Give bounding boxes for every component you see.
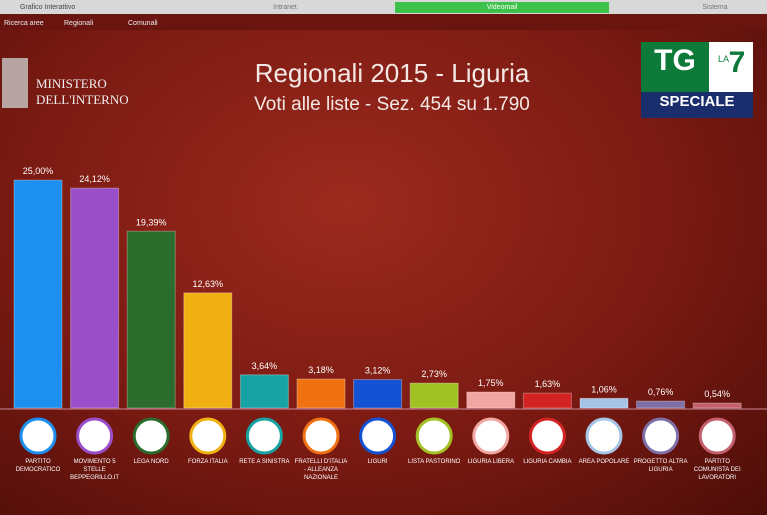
- value-label: 1,63%: [535, 379, 561, 389]
- party-logo: [76, 417, 114, 455]
- x-tick-label: LISTA PASTORINO: [408, 459, 461, 465]
- menu-bar: [0, 14, 767, 30]
- badge-text: TG: [654, 44, 696, 77]
- logo-emblem: [2, 58, 28, 108]
- party-logo: [528, 417, 566, 455]
- x-tick-label: PARTITO DEMOCRATICO: [15, 459, 61, 473]
- tab[interactable]: Grafico Interattivo: [20, 4, 75, 11]
- value-label: 0,54%: [704, 389, 730, 399]
- party-logo: [19, 417, 57, 455]
- bar: [239, 374, 289, 409]
- badge-la7: [709, 42, 753, 92]
- toolbar: [0, 0, 767, 14]
- badge-text: 7: [729, 46, 746, 79]
- menu-item[interactable]: Regionali: [64, 20, 94, 27]
- party-logo: [472, 417, 510, 455]
- x-tick-label: AREA POPOLARE: [578, 459, 630, 465]
- bar: [466, 391, 516, 409]
- bar: [296, 378, 346, 409]
- value-label: 2,73%: [421, 369, 447, 379]
- value-label: 1,75%: [478, 378, 504, 388]
- x-tick-label: LIGURIA CAMBIA: [523, 459, 572, 465]
- party-logo: [132, 417, 170, 455]
- bar: [636, 400, 686, 409]
- badge-tg: [641, 42, 709, 92]
- value-label: 19,39%: [136, 217, 167, 227]
- x-tick-label: PARTITO COMUNISTA DEI LAVORATORI: [693, 459, 741, 481]
- x-tick-label: RETE A SINISTRA: [239, 459, 290, 465]
- value-label: 0,76%: [648, 387, 674, 397]
- badge-text: SPECIALE: [659, 93, 734, 110]
- logo-text: MINISTERO: [36, 76, 107, 91]
- bar: [409, 382, 459, 409]
- x-tick-label: PROGETTO ALTRA LIGURIA: [633, 459, 688, 473]
- tab[interactable]: Sistema: [702, 4, 727, 11]
- bar: [353, 379, 403, 409]
- party-logo: [189, 417, 227, 455]
- chart-title: Regionali 2015 - Liguria: [255, 58, 530, 88]
- party-logo: [245, 417, 283, 455]
- value-label: 12,63%: [193, 279, 224, 289]
- party-logo: [642, 417, 680, 455]
- menu-item[interactable]: Ricerca aree: [4, 20, 44, 27]
- menu-item[interactable]: Comunali: [128, 20, 158, 27]
- party-logo: [302, 417, 340, 455]
- value-label: 3,64%: [252, 361, 278, 371]
- badge-label-bg: [641, 92, 753, 118]
- party-logo: [415, 417, 453, 455]
- x-tick-label: FORZA ITALIA: [188, 459, 228, 465]
- value-label: 24,12%: [79, 174, 110, 184]
- value-label: 3,12%: [365, 366, 391, 376]
- party-logo: [359, 417, 397, 455]
- badge-text: LA: [718, 54, 729, 64]
- bar: [183, 292, 233, 409]
- bar: [579, 397, 629, 409]
- x-tick-label: FRATELLI D'ITALIA - ALLEANZA NAZIONALE: [294, 459, 348, 481]
- x-tick-label: LIGURIA LIBERA: [467, 459, 515, 465]
- value-label: 25,00%: [23, 166, 54, 176]
- party-logo: [698, 417, 736, 455]
- bar: [126, 230, 176, 409]
- x-tick-label: MOVIMENTO 5 STELLE BEPPEGRILLO.IT: [70, 459, 120, 481]
- chart-subtitle: Voti alle liste - Sez. 454 su 1.790: [254, 94, 530, 115]
- x-tick-label: LEGA NORD: [133, 459, 169, 465]
- bar: [13, 179, 63, 409]
- x-tick-label: LIGURI: [367, 459, 388, 465]
- bar: [522, 392, 572, 409]
- bar: [70, 187, 120, 409]
- value-label: 1,06%: [591, 384, 617, 394]
- bar: [692, 402, 742, 409]
- logo-text: DELL'INTERNO: [36, 92, 129, 107]
- value-label: 3,18%: [308, 365, 334, 375]
- tab[interactable]: Videomail: [487, 4, 518, 11]
- tab[interactable]: Intranet: [273, 4, 297, 11]
- tab-active: [395, 2, 609, 13]
- party-logo: [585, 417, 623, 455]
